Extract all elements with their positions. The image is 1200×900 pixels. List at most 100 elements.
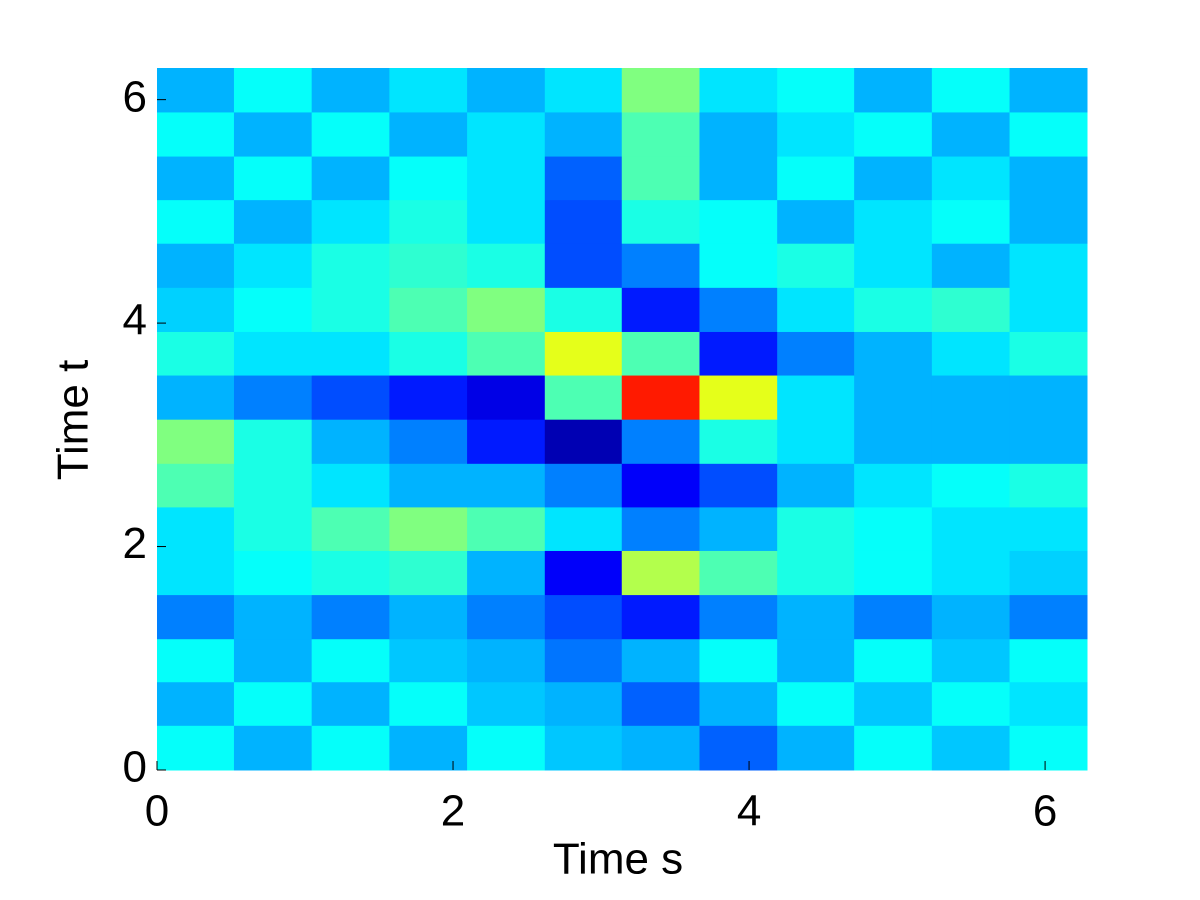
heat-cell — [699, 156, 778, 201]
heat-cell — [777, 287, 855, 332]
heat-cell — [777, 111, 855, 157]
heat-cell — [777, 331, 855, 376]
heat-cell — [544, 594, 623, 640]
heat-cell — [311, 419, 390, 464]
heat-cell — [467, 638, 546, 683]
heat-cell — [854, 375, 933, 420]
heat-cell — [777, 594, 855, 640]
heat-cell — [544, 111, 623, 157]
heat-cell — [621, 287, 700, 332]
heat-cell — [389, 243, 468, 288]
heat-cell — [157, 594, 235, 640]
heat-cell — [157, 111, 235, 157]
heat-cell — [233, 419, 313, 464]
heat-cell — [777, 638, 855, 683]
heat-cell — [777, 550, 855, 596]
heat-cell — [311, 156, 390, 201]
heat-cell — [854, 681, 933, 726]
heat-cell — [777, 243, 855, 288]
heat-cell — [233, 331, 313, 376]
y-axis-label: Time t — [49, 360, 98, 481]
heat-cell — [467, 419, 546, 464]
heat-cell — [157, 156, 235, 201]
heat-cell — [157, 243, 235, 288]
heat-cell — [931, 638, 1011, 683]
heat-cell — [854, 287, 933, 332]
heat-cell — [931, 199, 1011, 244]
heat-cell — [777, 506, 855, 551]
heat-cell — [467, 550, 546, 596]
heat-cell — [854, 156, 933, 201]
heat-cell — [621, 375, 700, 420]
heat-cell — [157, 199, 235, 244]
heat-cell — [467, 506, 546, 551]
heat-cell — [389, 506, 468, 551]
heat-cell — [233, 506, 313, 551]
heat-cell — [544, 463, 623, 508]
heat-cell — [311, 463, 390, 508]
heat-cell — [1009, 331, 1088, 376]
heat-cell — [931, 111, 1011, 157]
heat-cell — [699, 419, 778, 464]
heat-cell — [621, 156, 700, 201]
heat-cell — [544, 375, 623, 420]
heat-cell — [621, 638, 700, 683]
heat-cell — [233, 199, 313, 244]
heat-cell — [777, 419, 855, 464]
heat-cell — [699, 111, 778, 157]
heat-cell — [311, 287, 390, 332]
heat-cell — [157, 287, 235, 332]
heat-cell — [389, 681, 468, 726]
heat-cell — [311, 111, 390, 157]
heat-cell — [699, 243, 778, 288]
heat-cell — [1009, 506, 1088, 551]
heat-cell — [544, 638, 623, 683]
heat-cell — [931, 68, 1011, 113]
heat-cell — [389, 68, 468, 113]
heat-cell — [699, 681, 778, 726]
heat-cell — [931, 419, 1011, 464]
heat-cell — [157, 419, 235, 464]
heat-cell — [1009, 156, 1088, 201]
heat-cell — [699, 375, 778, 420]
heat-cell — [157, 681, 235, 726]
heat-cell — [467, 725, 546, 771]
heat-cell — [233, 594, 313, 640]
heat-cell — [157, 550, 235, 596]
x-tick-label: 6 — [1033, 787, 1057, 836]
heat-cell — [699, 725, 778, 771]
heat-cell — [699, 331, 778, 376]
heat-cell — [233, 638, 313, 683]
heat-cell — [1009, 111, 1088, 157]
heat-cell — [311, 638, 390, 683]
heat-cell — [467, 287, 546, 332]
heat-cell — [467, 199, 546, 244]
heat-cell — [1009, 594, 1088, 640]
heat-cell — [544, 506, 623, 551]
heat-cell — [777, 199, 855, 244]
y-tick-label: 4 — [123, 296, 147, 345]
heat-cell — [699, 594, 778, 640]
heat-cell — [931, 725, 1011, 771]
heat-cell — [157, 375, 235, 420]
heat-cell — [854, 331, 933, 376]
heat-cell — [467, 111, 546, 157]
heat-cell — [389, 419, 468, 464]
heat-cell — [621, 419, 700, 464]
heat-cell — [1009, 638, 1088, 683]
heat-cell — [233, 375, 313, 420]
heat-cell — [311, 243, 390, 288]
heat-cell — [544, 199, 623, 244]
heat-cell — [1009, 463, 1088, 508]
heat-cell — [233, 243, 313, 288]
heat-cell — [777, 68, 855, 113]
heat-cell — [854, 638, 933, 683]
heat-cell — [621, 681, 700, 726]
heat-cell — [699, 199, 778, 244]
heat-cell — [157, 331, 235, 376]
heat-cell — [854, 68, 933, 113]
heat-cell — [621, 550, 700, 596]
heat-cell — [389, 550, 468, 596]
heat-cell — [311, 550, 390, 596]
heat-cell — [621, 725, 700, 771]
